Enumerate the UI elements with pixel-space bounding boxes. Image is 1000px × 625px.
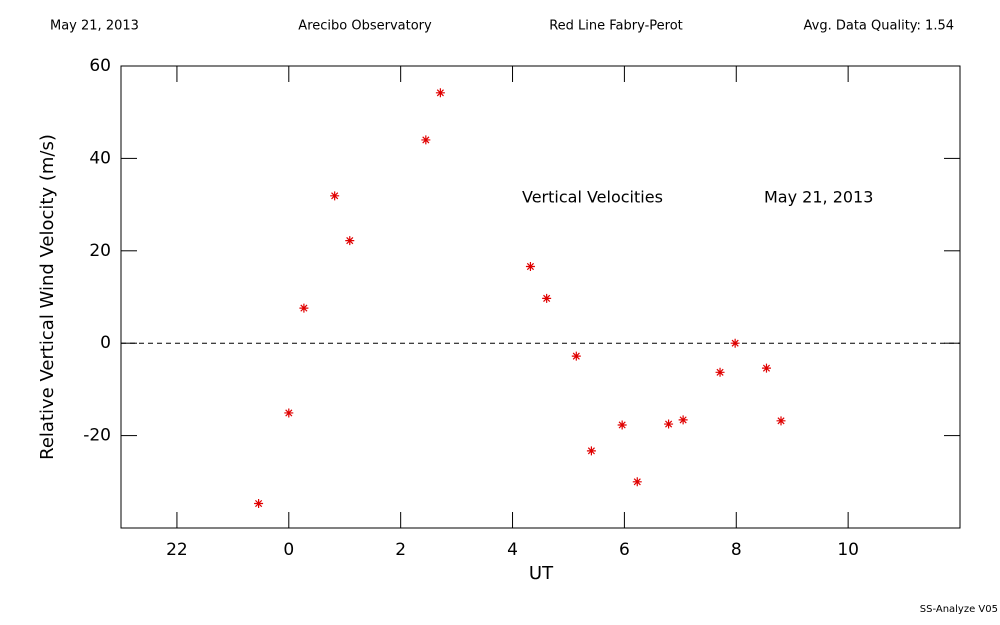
data-point: [345, 236, 355, 246]
data-point: [435, 88, 445, 98]
data-point: [421, 135, 431, 145]
x-tick-label: 8: [731, 540, 742, 560]
data-point: [254, 499, 264, 509]
data-point: [617, 420, 627, 430]
data-point: [571, 351, 581, 361]
y-tick-label: 20: [89, 241, 111, 261]
x-tick-label: 10: [837, 540, 859, 560]
y-tick-label: 60: [89, 56, 111, 76]
header-site: Arecibo Observatory: [298, 19, 432, 34]
x-tick-label: 0: [283, 540, 294, 560]
footer: SS-Analyze V05: [920, 604, 998, 615]
x-tick-label: 2: [395, 540, 406, 560]
data-point: [715, 367, 725, 377]
data-point: [542, 293, 552, 303]
data-point: [330, 191, 340, 201]
y-tick-label: 40: [89, 148, 111, 168]
data-point: [284, 408, 294, 418]
annotation: May 21, 2013: [764, 188, 873, 207]
x-tick-label: 4: [507, 540, 518, 560]
x-axis-label: UT: [529, 563, 554, 584]
x-tick-label: 22: [166, 540, 188, 560]
data-point: [730, 338, 740, 348]
data-point: [632, 477, 642, 487]
data-point: [525, 262, 535, 272]
y-axis-label: Relative Vertical Wind Velocity (m/s): [37, 134, 58, 460]
plot-frame: [120, 65, 961, 529]
header-instrument: Red Line Fabry-Perot: [549, 19, 683, 34]
y-tick-label: -20: [83, 426, 111, 446]
header-date: May 21, 2013: [50, 19, 139, 34]
data-point: [299, 303, 309, 313]
data-point: [586, 446, 596, 456]
annotation: Vertical Velocities: [522, 188, 663, 207]
header-quality: Avg. Data Quality: 1.54: [804, 19, 954, 34]
x-tick-label: 6: [619, 540, 630, 560]
data-point: [761, 363, 771, 373]
data-point: [664, 419, 674, 429]
y-tick-label: 0: [100, 333, 111, 353]
data-point: [776, 416, 786, 426]
data-point: [678, 415, 688, 425]
